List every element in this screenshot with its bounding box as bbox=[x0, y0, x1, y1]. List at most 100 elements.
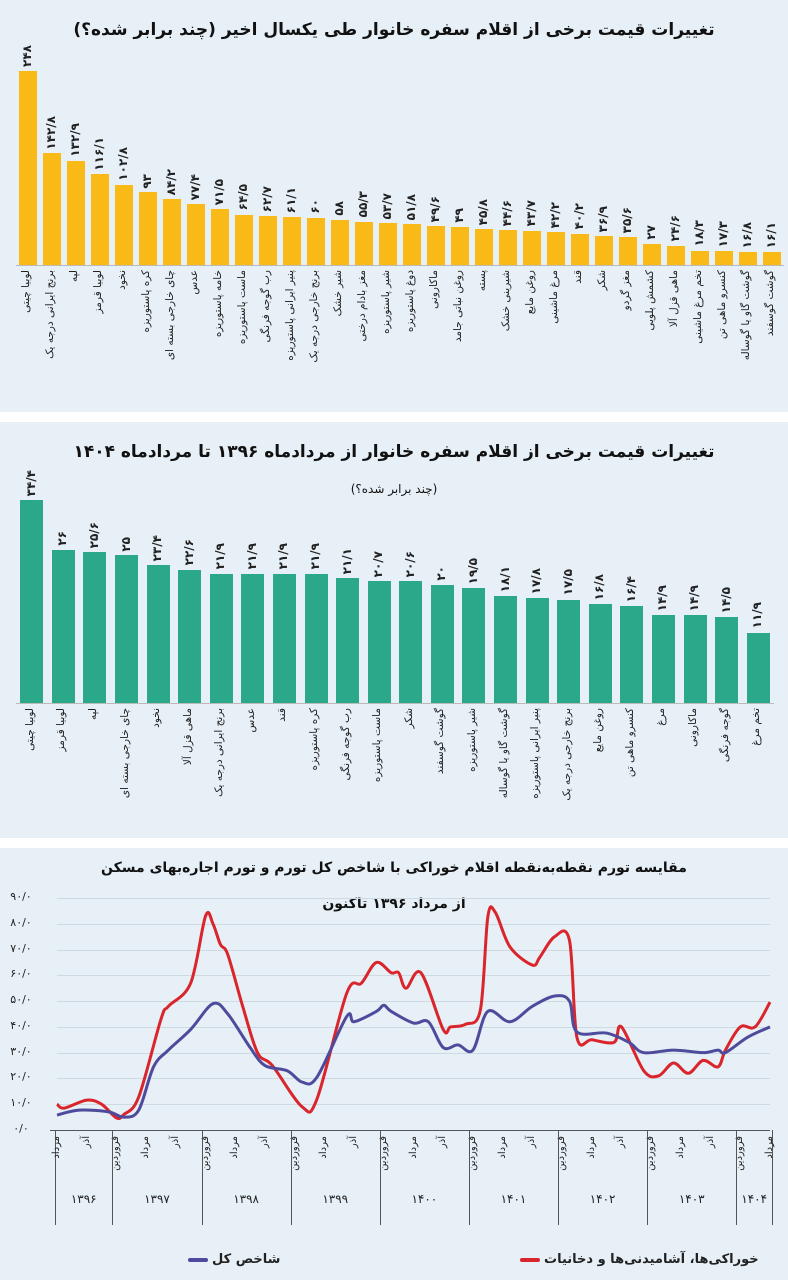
category-label: دوغ پاستوریزه bbox=[404, 270, 416, 333]
bar bbox=[272, 573, 296, 703]
category-label: ماهی قزل آلا bbox=[668, 270, 680, 328]
value-label: ۱۷/۵ bbox=[560, 569, 575, 596]
bar bbox=[451, 226, 469, 265]
category-label: مرغ ماشینی bbox=[548, 270, 560, 324]
value-label: ۳۶/۹ bbox=[596, 205, 610, 233]
bar bbox=[523, 230, 541, 265]
year-separator bbox=[112, 1130, 114, 1225]
x-axis-line bbox=[16, 265, 784, 266]
legend-label-food: خوراکی‌ها، آشامیدنی‌ها و دخانیات bbox=[544, 1252, 759, 1267]
value-label: ۹۳ bbox=[140, 173, 154, 189]
year-separator bbox=[558, 1130, 560, 1225]
category-label: گوشت گوسفند bbox=[434, 708, 447, 775]
category-label: شکر bbox=[402, 708, 415, 729]
category-label: عدس bbox=[188, 270, 200, 295]
y-tick-label: ۲۰/۰ bbox=[10, 1070, 32, 1084]
category-label: چای خارجی بسته ای bbox=[164, 270, 176, 361]
bar bbox=[499, 230, 517, 265]
value-label: ۱۶/۱ bbox=[764, 222, 778, 249]
series-line-overall bbox=[56, 994, 771, 1119]
value-label: ۱۸/۱ bbox=[497, 565, 512, 593]
value-label: ۱۶/۸ bbox=[592, 573, 607, 600]
category-label: مغز گردو bbox=[620, 270, 632, 311]
value-label: ۶۴/۵ bbox=[236, 184, 250, 211]
category-label: لوبیا قرمز bbox=[92, 270, 104, 314]
bar bbox=[115, 184, 133, 265]
category-label: کره پاستوریزه bbox=[140, 270, 152, 333]
year-separator bbox=[201, 1130, 203, 1225]
category-label: رب گوجه فرنگی bbox=[260, 270, 272, 343]
category-label: ماست پاستوریزه bbox=[371, 708, 384, 783]
category-label: پنیر ایرانی پاستوریزه bbox=[529, 708, 542, 799]
y-tick-label: ۴۰/۰ bbox=[10, 1018, 32, 1032]
value-label: ۲۱/۹ bbox=[213, 543, 228, 570]
bar bbox=[51, 549, 75, 703]
value-label: ۱۴/۵ bbox=[718, 587, 733, 614]
value-label: ۷۱/۵ bbox=[212, 178, 226, 206]
category-label: روغن مایع bbox=[592, 708, 605, 753]
category-label: عدس bbox=[244, 708, 257, 733]
category-label: رب گوجه فرنگی bbox=[339, 708, 352, 781]
value-label: ۱۴/۹ bbox=[687, 584, 702, 612]
value-label: ۲۱/۹ bbox=[276, 543, 291, 570]
bar bbox=[643, 243, 661, 265]
legend-label-overall: شاخص کل bbox=[212, 1252, 281, 1267]
x-axis-line bbox=[16, 703, 774, 704]
value-label: ۳۴/۴ bbox=[23, 469, 38, 496]
category-label: خامه پاستوریزه bbox=[212, 270, 224, 338]
value-label: ۲۱/۹ bbox=[244, 543, 259, 570]
bar bbox=[525, 597, 549, 703]
bar bbox=[715, 251, 733, 265]
bar bbox=[83, 551, 107, 703]
value-label: ۶۰ bbox=[308, 199, 322, 215]
bar bbox=[336, 578, 360, 703]
category-label: لپه bbox=[86, 708, 99, 720]
year-label: ۱۴۰۰ bbox=[411, 1192, 438, 1206]
year-label: ۱۴۰۲ bbox=[589, 1192, 616, 1206]
value-label: ۲۱/۱ bbox=[339, 548, 354, 575]
gridline bbox=[57, 1104, 770, 1106]
category-label: ماکارونی bbox=[428, 270, 440, 309]
bar bbox=[139, 192, 157, 265]
bar bbox=[235, 214, 253, 265]
value-label: ۶۲/۷ bbox=[260, 185, 274, 212]
bar bbox=[163, 199, 181, 265]
category-label: مرغ bbox=[655, 708, 668, 726]
bar bbox=[211, 209, 229, 265]
value-label: ۱۹/۵ bbox=[465, 557, 480, 584]
year-separator bbox=[736, 1130, 738, 1225]
year-separator bbox=[55, 1130, 56, 1225]
chart-2-plot: ۳۴/۴ لوبیا چیتی ۲۶ لوبیا قرمز ۲۵/۶ لپه ۲۵ چای خ… bbox=[0, 422, 788, 838]
bar bbox=[667, 245, 685, 265]
x-axis-line bbox=[50, 1130, 770, 1131]
value-label: ۲۳/۴ bbox=[150, 534, 165, 561]
category-label: روغن نباتی جامد bbox=[452, 270, 464, 343]
y-tick-label: ۸۰/۰ bbox=[10, 915, 32, 929]
category-label: ماکارونی bbox=[687, 708, 700, 747]
bar bbox=[403, 224, 421, 265]
value-label: ۱۴/۹ bbox=[655, 584, 670, 612]
category-label: شیر پاستوریزه bbox=[465, 708, 478, 772]
bar bbox=[763, 252, 781, 265]
bar bbox=[475, 229, 493, 265]
value-label: ۴۹ bbox=[452, 208, 466, 223]
year-label: ۱۴۰۴ bbox=[741, 1192, 768, 1206]
value-label: ۴۹/۶ bbox=[428, 195, 442, 223]
y-tick-label: ۰/۰ bbox=[13, 1122, 29, 1135]
year-label: ۱۳۹۶ bbox=[70, 1192, 97, 1206]
bar bbox=[307, 218, 325, 265]
category-label: پسته bbox=[476, 270, 488, 292]
category-label: لوبیا قرمز bbox=[55, 708, 68, 752]
gridline bbox=[57, 1001, 770, 1003]
chart-1-panel: تغییرات قیمت برخی از اقلام سفره خانوار ط… bbox=[0, 0, 788, 412]
bar bbox=[43, 153, 61, 265]
bar bbox=[178, 569, 202, 703]
category-label: پنیر ایرانی پاستوریزه bbox=[284, 270, 296, 361]
bar bbox=[399, 581, 423, 703]
y-tick-label: ۱۰/۰ bbox=[10, 1096, 32, 1110]
value-label: ۲۰/۶ bbox=[402, 551, 417, 578]
bar bbox=[595, 236, 613, 265]
bar bbox=[430, 584, 454, 703]
category-label: گوجه فرنگی bbox=[718, 708, 731, 763]
bar bbox=[187, 204, 205, 265]
